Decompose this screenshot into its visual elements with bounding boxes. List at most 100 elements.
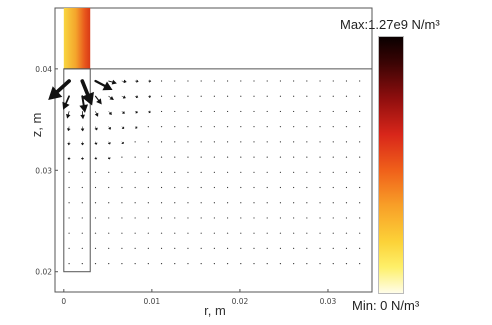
field-arrow-176 — [240, 156, 242, 158]
field-arrow-236 — [306, 232, 308, 234]
field-arrow-47 — [107, 141, 111, 145]
field-arrow-146 — [213, 217, 215, 219]
field-arrow-240 — [306, 171, 308, 173]
field-arrow-217 — [279, 126, 282, 128]
field-arrow-186 — [253, 202, 255, 204]
field-arrow-23 — [80, 111, 85, 120]
field-arrow-69 — [134, 202, 136, 204]
field-arrow-170 — [240, 247, 242, 249]
field-arrow-98 — [160, 156, 163, 158]
field-arrow-127 — [187, 110, 189, 113]
field-arrow-105 — [174, 247, 176, 249]
field-arrow-63 — [121, 95, 126, 99]
field-arrow-247 — [319, 263, 321, 265]
field-arrow-56 — [121, 202, 123, 204]
field-arrow-131 — [200, 247, 202, 249]
field-arrow-144 — [213, 247, 215, 249]
field-arrow-94 — [160, 217, 163, 219]
field-arrow-288 — [359, 232, 361, 234]
field-arrow-85 — [147, 156, 149, 158]
colorbar-min-label: Min: 0 N/m³ — [352, 298, 420, 313]
field-arrow-244 — [306, 110, 308, 113]
field-arrow-99 — [160, 141, 163, 143]
field-arrow-205 — [266, 110, 268, 113]
field-arrow-139 — [200, 126, 202, 128]
field-arrow-272 — [332, 80, 334, 82]
field-arrow-83 — [147, 186, 149, 189]
field-arrow-161 — [226, 186, 229, 189]
field-arrow-204 — [266, 126, 268, 128]
field-arrow-290 — [359, 202, 361, 204]
field-arrow-111 — [174, 156, 176, 158]
field-arrow-53 — [121, 247, 123, 249]
field-arrow-20 — [80, 156, 85, 160]
field-arrow-48 — [107, 126, 111, 130]
field-arrow-243 — [306, 126, 308, 128]
field-arrow-104 — [174, 263, 176, 265]
field-arrow-147 — [213, 202, 215, 204]
field-arrow-29 — [94, 217, 97, 219]
field-arrow-121 — [187, 202, 189, 204]
field-arrow-45 — [108, 171, 110, 173]
field-arrow-10 — [66, 111, 71, 119]
inner-boundary — [63, 68, 91, 273]
field-arrow-0 — [68, 263, 70, 265]
field-arrow-242 — [306, 141, 308, 143]
field-arrow-27 — [94, 247, 97, 249]
field-arrow-7 — [67, 156, 71, 160]
field-arrow-91 — [160, 263, 163, 265]
field-arrow-184 — [253, 232, 255, 234]
field-arrow-177 — [240, 141, 242, 143]
field-arrow-64 — [121, 79, 127, 84]
x-axis-label: r, m — [204, 303, 226, 318]
field-arrow-55 — [121, 217, 123, 219]
field-arrow-160 — [226, 202, 229, 204]
field-arrow-103 — [160, 80, 163, 82]
field-arrow-250 — [319, 217, 321, 219]
field-arrow-252 — [319, 186, 321, 189]
field-arrow-171 — [240, 232, 242, 234]
field-arrow-165 — [226, 126, 229, 128]
x-tick-label-2: 0.02 — [232, 297, 249, 306]
field-arrow-38 — [94, 79, 113, 91]
field-arrow-235 — [306, 247, 308, 249]
field-arrow-79 — [147, 247, 149, 249]
field-arrow-234 — [306, 263, 308, 265]
field-arrow-275 — [345, 232, 348, 234]
field-arrow-196 — [266, 247, 268, 249]
field-arrow-163 — [226, 156, 229, 158]
field-arrow-192 — [253, 110, 255, 113]
field-arrow-157 — [226, 247, 229, 249]
field-arrow-155 — [213, 80, 215, 82]
field-arrow-292 — [359, 171, 361, 173]
field-arrow-189 — [253, 156, 255, 158]
field-arrow-167 — [226, 95, 229, 97]
field-arrow-129 — [187, 80, 189, 82]
field-arrow-249 — [319, 232, 321, 234]
field-arrow-135 — [200, 186, 202, 189]
field-arrow-219 — [279, 95, 282, 97]
field-arrow-223 — [293, 232, 295, 234]
field-arrow-271 — [332, 95, 334, 97]
field-arrow-273 — [345, 263, 348, 265]
field-arrow-221 — [293, 263, 295, 265]
field-arrow-175 — [240, 171, 242, 173]
field-arrow-283 — [345, 110, 348, 113]
field-arrow-162 — [226, 171, 229, 173]
field-arrow-107 — [174, 217, 176, 219]
field-arrow-32 — [94, 171, 97, 173]
plot-area — [54, 7, 373, 293]
field-arrow-180 — [240, 95, 242, 97]
field-arrow-34 — [94, 141, 98, 145]
field-arrow-40 — [108, 247, 110, 249]
field-arrow-179 — [240, 110, 242, 113]
field-arrow-270 — [332, 110, 334, 113]
field-arrow-87 — [147, 126, 149, 128]
field-arrow-254 — [319, 156, 321, 158]
field-arrow-35 — [94, 126, 98, 131]
field-arrow-49 — [108, 111, 112, 115]
field-arrow-168 — [226, 80, 229, 82]
field-arrow-226 — [293, 186, 295, 189]
field-arrow-132 — [200, 232, 202, 234]
field-arrow-31 — [94, 186, 97, 189]
